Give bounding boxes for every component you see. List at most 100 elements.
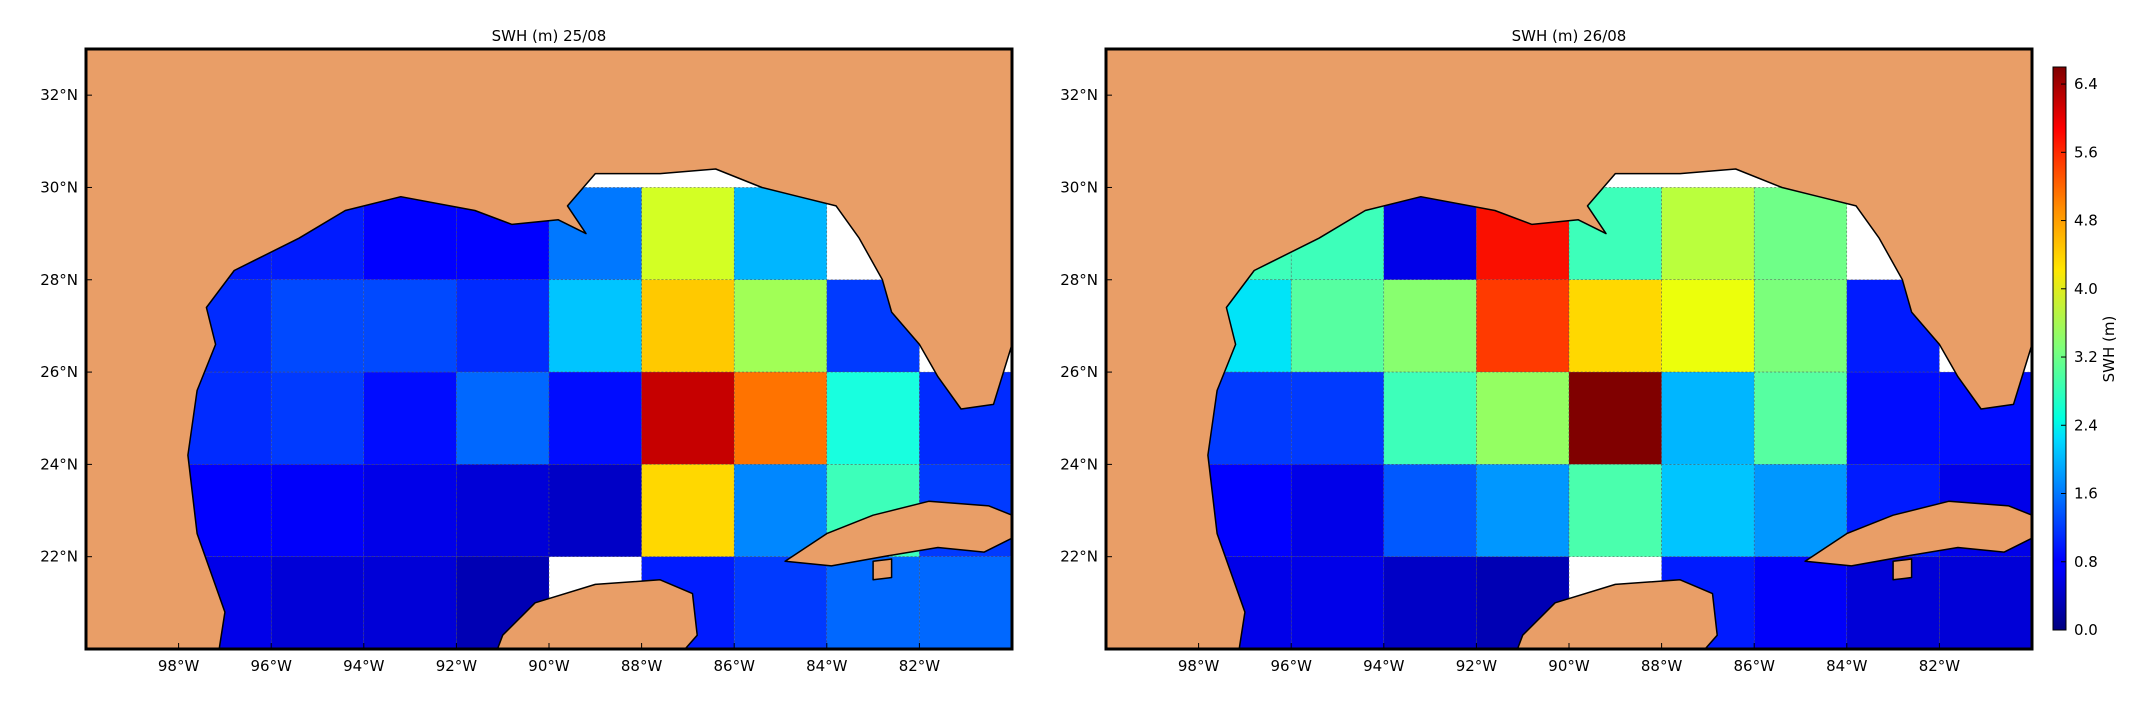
swh-cell: [270, 556, 365, 649]
land-cuba: [784, 500, 1012, 567]
swh-cell: [919, 556, 1012, 649]
colorbar-tick-label: 0.8: [2074, 553, 2098, 571]
swh-cell: [363, 556, 457, 649]
swh-cell: [641, 371, 735, 465]
land-yucatan: [1516, 579, 1718, 649]
x-tick-label: 82°W: [899, 657, 941, 675]
swh-cell: [733, 371, 828, 465]
swh-cell: [733, 556, 828, 649]
swh-cell: [1383, 464, 1477, 557]
swh-cell: [270, 279, 365, 373]
swh-cell: [1476, 279, 1570, 373]
x-tick-label: 92°W: [436, 657, 478, 675]
y-tick-label: 28°N: [40, 271, 78, 289]
colorbar-tick-label: 5.6: [2074, 143, 2098, 161]
land-mass: [86, 49, 1012, 649]
swh-cell: [270, 371, 365, 465]
x-tick-label: 96°W: [250, 657, 292, 675]
x-tick-label: 94°W: [1363, 657, 1405, 675]
colorbar: 0.0 0.8 1.6 2.4 3.2 4.0 4.8 5.6 6.4 SWH (m): [2052, 66, 2118, 639]
x-tick-label: 86°W: [1733, 657, 1775, 675]
swh-cell: [1753, 187, 1848, 281]
panel-title: SWH (m) 25/08: [492, 27, 607, 45]
swh-cell: [548, 371, 642, 465]
swh-cell: [1846, 371, 1940, 465]
colorbar-tick-label: 1.6: [2074, 485, 2098, 503]
y-tick-label: 24°N: [40, 455, 78, 473]
swh-cell: [1661, 371, 1755, 465]
y-tick-label: 32°N: [1060, 86, 1098, 104]
swh-cell: [1568, 279, 1662, 373]
swh-cell: [1753, 556, 1848, 649]
swh-cell: [363, 464, 457, 557]
swh-cell: [1476, 464, 1570, 557]
swh-cell: [548, 464, 642, 557]
colorbar-tick-label: 4.8: [2074, 212, 2098, 230]
swh-cell: [1290, 279, 1385, 373]
x-tick-label: 92°W: [1456, 657, 1498, 675]
axis-ticks: 98°W 96°W 94°W 92°W 90°W 88°W 86°W 84°W 82°W 32°N…: [40, 86, 940, 675]
x-tick-label: 88°W: [621, 657, 663, 675]
swh-cell: [1476, 371, 1570, 465]
swh-cell: [1753, 464, 1848, 557]
colorbar-ticks: 0.0 0.8 1.6 2.4 3.2 4.0 4.8 5.6 6.4: [2061, 75, 2098, 639]
swh-cell: [826, 371, 920, 465]
x-tick-label: 86°W: [713, 657, 755, 675]
colorbar-label: SWH (m): [2100, 316, 2118, 383]
land-mexico: [1106, 49, 2032, 649]
y-tick-label: 22°N: [40, 548, 78, 566]
swh-cell: [733, 187, 828, 281]
colorbar-tick-label: 0.0: [2074, 621, 2098, 639]
swh-cell: [1753, 279, 1848, 373]
swh-cell: [641, 464, 735, 557]
map-panel-0825: SWH (m) 25/08 98°W 96°W 94°W 92°W 90°W 88°W 86…: [40, 27, 1014, 675]
colorbar-tick-label: 6.4: [2074, 75, 2098, 93]
y-tick-label: 26°N: [1060, 363, 1098, 381]
swh-cell: [1939, 556, 2032, 649]
swh-cell: [641, 279, 735, 373]
x-tick-label: 96°W: [1270, 657, 1312, 675]
x-tick-label: 84°W: [1826, 657, 1868, 675]
swh-cell: [548, 279, 642, 373]
swh-cell: [456, 371, 550, 465]
swh-cell: [1290, 464, 1385, 557]
map-panel-0826: SWH (m) 26/08 98°W 96°W 94°W 92°W 90°W 88°W 86…: [1060, 27, 2034, 675]
y-tick-label: 26°N: [40, 363, 78, 381]
swh-cell: [363, 279, 457, 373]
swh-cell: [1661, 464, 1755, 557]
swh-cell: [1661, 187, 1755, 281]
x-tick-label: 88°W: [1641, 657, 1683, 675]
y-tick-label: 28°N: [1060, 271, 1098, 289]
x-tick-label: 84°W: [806, 657, 848, 675]
land-mexico: [86, 49, 1012, 649]
panel-title: SWH (m) 26/08: [1512, 27, 1627, 45]
x-tick-label: 90°W: [1548, 657, 1590, 675]
swh-cell: [363, 371, 457, 465]
colorbar-tick-label: 2.4: [2074, 416, 2098, 434]
y-tick-label: 22°N: [1060, 548, 1098, 566]
swh-cell: [1383, 556, 1477, 649]
swh-cell: [456, 464, 550, 557]
x-tick-label: 98°W: [158, 657, 200, 675]
y-tick-label: 30°N: [1060, 178, 1098, 196]
land-isla: [1892, 558, 1913, 581]
swh-cell: [456, 279, 550, 373]
swh-cell: [1383, 371, 1477, 465]
x-tick-label: 94°W: [343, 657, 385, 675]
x-tick-label: 82°W: [1919, 657, 1961, 675]
colorbar-tick-label: 3.2: [2074, 348, 2098, 366]
swh-cell: [733, 464, 828, 557]
axis-ticks: 98°W 96°W 94°W 92°W 90°W 88°W 86°W 84°W 82°W 32°N…: [1060, 86, 1960, 675]
land-yucatan: [496, 579, 698, 649]
colorbar-tick-label: 4.0: [2074, 280, 2098, 298]
y-tick-label: 30°N: [40, 178, 78, 196]
land-isla: [872, 558, 893, 581]
swh-cell: [641, 187, 735, 281]
colorbar-gradient: [2052, 66, 2067, 631]
x-tick-label: 98°W: [1178, 657, 1220, 675]
land-cuba: [1804, 500, 2032, 567]
swh-cell: [1753, 371, 1848, 465]
y-tick-label: 32°N: [40, 86, 78, 104]
y-tick-label: 24°N: [1060, 455, 1098, 473]
